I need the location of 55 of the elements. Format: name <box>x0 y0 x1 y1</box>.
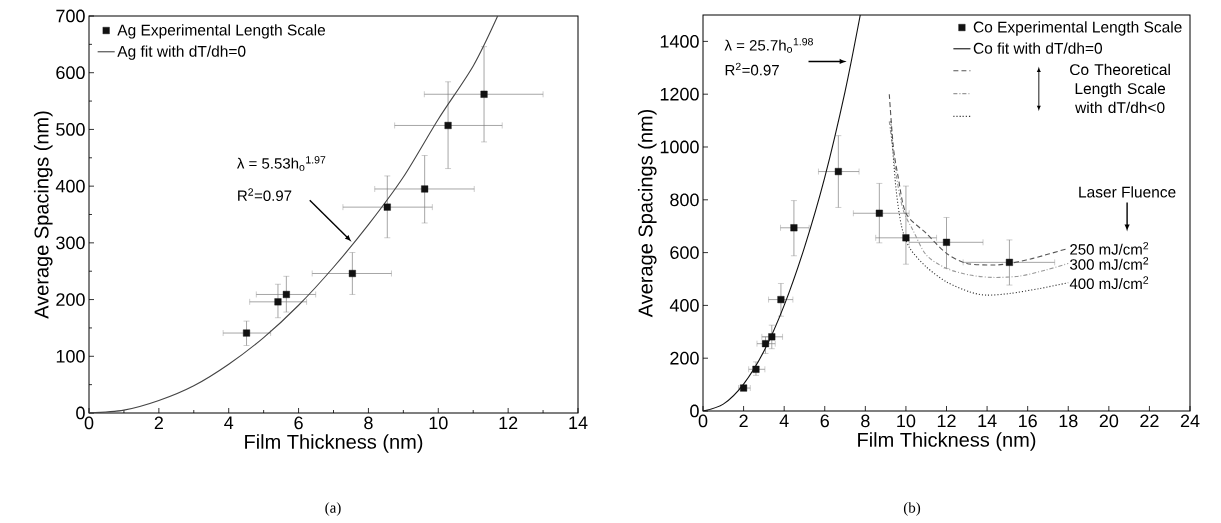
x-tick-label: 0 <box>84 416 94 430</box>
legend-label: Ag Experimental Length Scale <box>117 24 326 39</box>
x-tick-label: 8 <box>364 416 373 430</box>
series-label: 400 mJ/cm$^{2}$ <box>1069 276 1149 290</box>
y-tick-label: 800 <box>670 193 699 207</box>
y-tick-label: 1000 <box>660 140 699 154</box>
y-tick-label: 600 <box>670 246 699 259</box>
y-tick-label: 700 <box>56 9 85 23</box>
annotation: Co Theoretical Length Scale with dT/dh<0 <box>1070 63 1170 114</box>
y-axis-title: Average Spacings (nm) <box>33 111 53 319</box>
legend-label: Ag fit with dT/dh=0 <box>117 45 246 60</box>
x-tick-label: 12 <box>499 416 518 430</box>
series-label: 300 mJ/cm$^{2}$ <box>1070 257 1149 270</box>
text: (b) <box>903 502 921 516</box>
legend-label: Co fit with dT/dh=0 <box>973 42 1103 54</box>
x-tick-label: 2 <box>154 416 163 430</box>
y-tick-label: 0 <box>690 404 699 418</box>
x-tick-label: 20 <box>1099 414 1119 428</box>
x-tick-label: 4 <box>224 416 234 429</box>
x-tick-label: 6 <box>820 414 829 428</box>
annotation: R$^{2}$=0.97 <box>725 62 779 76</box>
x-tick-label: 16 <box>1019 414 1037 428</box>
x-tick-label: 10 <box>429 416 448 430</box>
x-tick-label: 4 <box>779 414 789 427</box>
y-tick-label: 600 <box>56 66 85 80</box>
y-tick-label: 200 <box>670 351 699 365</box>
annotation: R$^{2}$=0.97 <box>238 188 292 201</box>
y-tick-label: 1400 <box>660 35 699 48</box>
x-tick-label: 24 <box>1180 414 1200 428</box>
annotation: λ = 5.53h$_{o}$1.97 <box>237 156 326 171</box>
y-tick-label: 200 <box>56 293 85 306</box>
y-tick-label: 400 <box>669 299 699 312</box>
x-tick-label: 6 <box>294 416 303 430</box>
legend-label: Co Experimental Length Scale <box>973 21 1182 36</box>
x-tick-label: 14 <box>569 416 588 429</box>
y-tick-label: 400 <box>55 179 85 193</box>
annotation: λ = 25.7h$_{o}$1.98 <box>724 37 813 53</box>
x-tick-label: 8 <box>861 414 870 428</box>
y-tick-label: 1200 <box>660 87 699 101</box>
y-axis-title: Average Spacings (nm) <box>637 109 657 318</box>
x-tick-label: 10 <box>897 414 916 428</box>
y-tick-label: 300 <box>56 236 85 250</box>
text: (a) <box>325 502 341 516</box>
x-tick-label: 14 <box>978 414 997 427</box>
y-tick-label: 500 <box>56 123 85 136</box>
annotation: Laser Fluence <box>1079 186 1176 198</box>
x-tick-label: 2 <box>739 414 748 428</box>
series-label: 250 mJ/cm$^{2}$ <box>1070 242 1149 255</box>
x-tick-label: 0 <box>698 414 708 428</box>
x-tick-label: 22 <box>1140 414 1159 428</box>
x-tick-label: 18 <box>1059 414 1078 428</box>
x-tick-label: 12 <box>937 414 956 428</box>
y-tick-label: 100 <box>56 349 85 363</box>
x-axis-title: Film Thickness (nm) <box>858 432 1036 451</box>
x-axis-title: Film Thickness (nm) <box>245 434 423 453</box>
